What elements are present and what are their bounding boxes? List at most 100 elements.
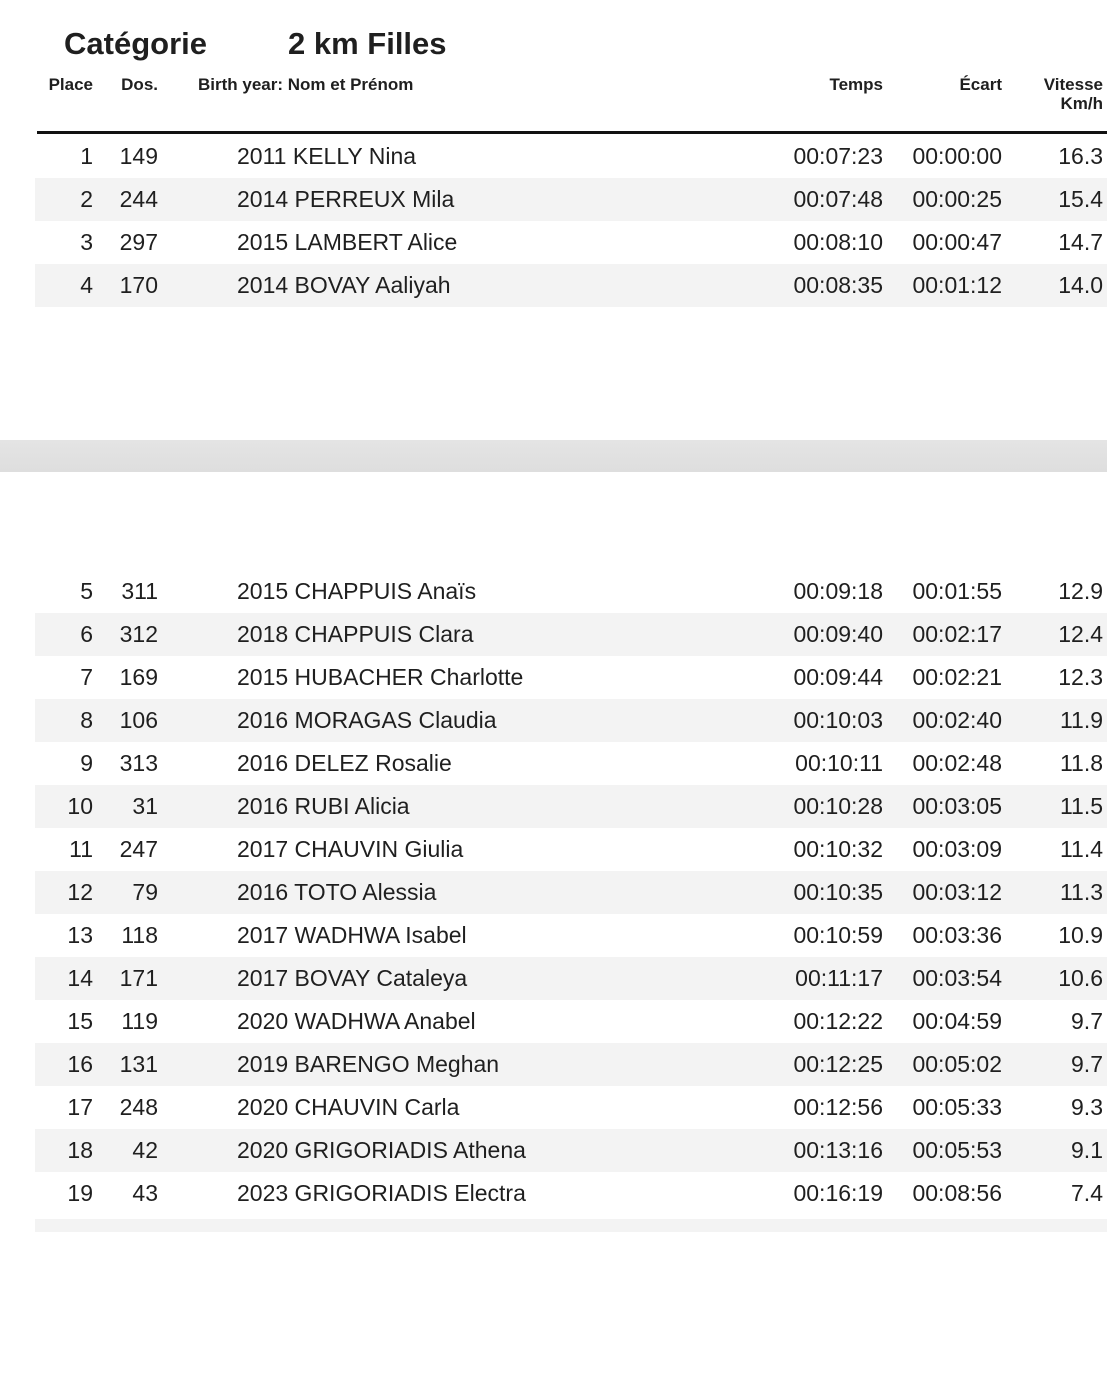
name-cell: 2017 CHAUVIN Giulia xyxy=(237,836,464,862)
place-cell: 6 xyxy=(80,621,93,647)
time-cell: 00:13:16 xyxy=(793,1137,883,1163)
place-cell: 11 xyxy=(69,836,93,862)
name-cell: 2015 LAMBERT Alice xyxy=(237,229,458,255)
table-row: 12 79 2016 TOTO Alessia 00:10:35 00:03:1… xyxy=(35,871,1107,914)
table-row: 8 106 2016 MORAGAS Claudia 00:10:03 00:0… xyxy=(35,699,1107,742)
time-cell: 00:08:35 xyxy=(793,272,883,298)
name-cell: 2015 HUBACHER Charlotte xyxy=(237,664,524,690)
name-cell: 2020 CHAUVIN Carla xyxy=(237,1094,460,1120)
time-cell: 00:10:11 xyxy=(795,750,883,776)
bib-cell: 131 xyxy=(119,1051,158,1077)
place-cell: 14 xyxy=(67,965,93,991)
speed-cell: 12.4 xyxy=(1058,621,1103,647)
table-column-headers: Place Dos. Birth year: Nom et Prénom Tem… xyxy=(35,75,1107,113)
gap-cell: 00:02:40 xyxy=(912,707,1002,733)
name-cell: 2016 RUBI Alicia xyxy=(237,793,410,819)
column-header-speed-line1: Vitesse xyxy=(1043,75,1103,94)
name-cell: 2011 KELLY Nina xyxy=(237,143,417,169)
name-cell: 2016 DELEZ Rosalie xyxy=(237,750,452,776)
place-cell: 19 xyxy=(67,1180,93,1206)
name-cell: 2016 TOTO Alessia xyxy=(237,879,437,905)
place-cell: 16 xyxy=(67,1051,93,1077)
gap-cell: 00:01:55 xyxy=(912,578,1002,604)
bib-cell: 171 xyxy=(119,965,158,991)
time-cell: 00:08:10 xyxy=(793,229,883,255)
table-row: 14 171 2017 BOVAY Cataleya 00:11:17 00:0… xyxy=(35,957,1107,1000)
bib-cell: 106 xyxy=(119,707,158,733)
speed-cell: 14.0 xyxy=(1058,272,1103,298)
speed-cell: 11.8 xyxy=(1059,750,1103,776)
name-cell: 2020 WADHWA Anabel xyxy=(237,1008,476,1034)
place-cell: 13 xyxy=(67,922,93,948)
gap-cell: 00:03:36 xyxy=(912,922,1002,948)
gap-cell: 00:03:05 xyxy=(912,793,1002,819)
column-header-time: Temps xyxy=(829,75,883,94)
place-cell: 8 xyxy=(80,707,93,733)
gap-cell: 00:01:12 xyxy=(912,272,1002,298)
time-cell: 00:12:22 xyxy=(793,1008,883,1034)
gap-cell: 00:03:09 xyxy=(912,836,1002,862)
table-row: 18 42 2020 GRIGORIADIS Athena 00:13:16 0… xyxy=(35,1129,1107,1172)
page-separator-band xyxy=(0,440,1107,472)
results-rows-page2: 5 311 2015 CHAPPUIS Anaïs 00:09:18 00:01… xyxy=(35,570,1107,1215)
gap-cell: 00:05:53 xyxy=(912,1137,1002,1163)
gap-cell: 00:08:56 xyxy=(912,1180,1002,1206)
column-header-place: Place xyxy=(48,75,93,94)
gap-cell: 00:05:02 xyxy=(912,1051,1002,1077)
gap-cell: 00:00:25 xyxy=(912,186,1002,212)
speed-cell: 7.4 xyxy=(1071,1180,1103,1206)
bib-cell: 79 xyxy=(132,879,158,905)
place-cell: 1 xyxy=(80,143,93,169)
time-cell: 00:10:35 xyxy=(793,879,883,905)
name-cell: 2017 BOVAY Cataleya xyxy=(237,965,468,991)
column-header-gap: Écart xyxy=(959,75,1002,94)
place-cell: 12 xyxy=(67,879,93,905)
speed-cell: 15.4 xyxy=(1058,186,1103,212)
place-cell: 10 xyxy=(67,793,93,819)
table-row: 11 247 2017 CHAUVIN Giulia 00:10:32 00:0… xyxy=(35,828,1107,871)
bib-cell: 312 xyxy=(119,621,158,647)
bib-cell: 149 xyxy=(119,143,158,169)
table-row: 15 119 2020 WADHWA Anabel 00:12:22 00:04… xyxy=(35,1000,1107,1043)
speed-cell: 16.3 xyxy=(1058,143,1103,169)
results-rows-page1: 1 149 2011 KELLY Nina 00:07:23 00:00:00 … xyxy=(35,135,1107,307)
header-rule xyxy=(37,131,1107,134)
gap-cell: 00:02:17 xyxy=(912,621,1002,647)
name-cell: 2018 CHAPPUIS Clara xyxy=(237,621,474,647)
table-row: 17 248 2020 CHAUVIN Carla 00:12:56 00:05… xyxy=(35,1086,1107,1129)
name-cell: 2019 BARENGO Meghan xyxy=(237,1051,500,1077)
speed-cell: 11.4 xyxy=(1059,836,1103,862)
name-cell: 2020 GRIGORIADIS Athena xyxy=(237,1137,526,1163)
table-row: 3 297 2015 LAMBERT Alice 00:08:10 00:00:… xyxy=(35,221,1107,264)
table-row: 2 244 2014 PERREUX Mila 00:07:48 00:00:2… xyxy=(35,178,1107,221)
table-row: 19 43 2023 GRIGORIADIS Electra 00:16:19 … xyxy=(35,1172,1107,1215)
place-cell: 17 xyxy=(67,1094,93,1120)
speed-cell: 11.5 xyxy=(1059,793,1103,819)
time-cell: 00:09:44 xyxy=(793,664,883,690)
name-cell: 2014 BOVAY Aaliyah xyxy=(237,272,451,298)
bib-cell: 119 xyxy=(121,1008,158,1034)
bib-cell: 118 xyxy=(121,922,158,948)
gap-cell: 00:04:59 xyxy=(912,1008,1002,1034)
speed-cell: 12.3 xyxy=(1058,664,1103,690)
speed-cell: 9.7 xyxy=(1071,1008,1103,1034)
gap-cell: 00:02:48 xyxy=(912,750,1002,776)
bib-cell: 244 xyxy=(119,186,158,212)
table-row: 5 311 2015 CHAPPUIS Anaïs 00:09:18 00:01… xyxy=(35,570,1107,613)
bib-cell: 313 xyxy=(119,750,158,776)
bib-cell: 170 xyxy=(119,272,158,298)
empty-row-stripe xyxy=(35,1219,1107,1232)
place-cell: 3 xyxy=(80,229,93,255)
time-cell: 00:12:25 xyxy=(793,1051,883,1077)
table-row: 16 131 2019 BARENGO Meghan 00:12:25 00:0… xyxy=(35,1043,1107,1086)
table-row: 6 312 2018 CHAPPUIS Clara 00:09:40 00:02… xyxy=(35,613,1107,656)
gap-cell: 00:02:21 xyxy=(912,664,1002,690)
time-cell: 00:10:28 xyxy=(793,793,883,819)
bib-cell: 42 xyxy=(132,1137,158,1163)
place-cell: 7 xyxy=(80,664,93,690)
bib-cell: 311 xyxy=(121,578,158,604)
category-label: Catégorie xyxy=(64,26,207,61)
speed-cell: 10.6 xyxy=(1058,965,1103,991)
time-cell: 00:07:23 xyxy=(793,143,883,169)
time-cell: 00:10:03 xyxy=(793,707,883,733)
